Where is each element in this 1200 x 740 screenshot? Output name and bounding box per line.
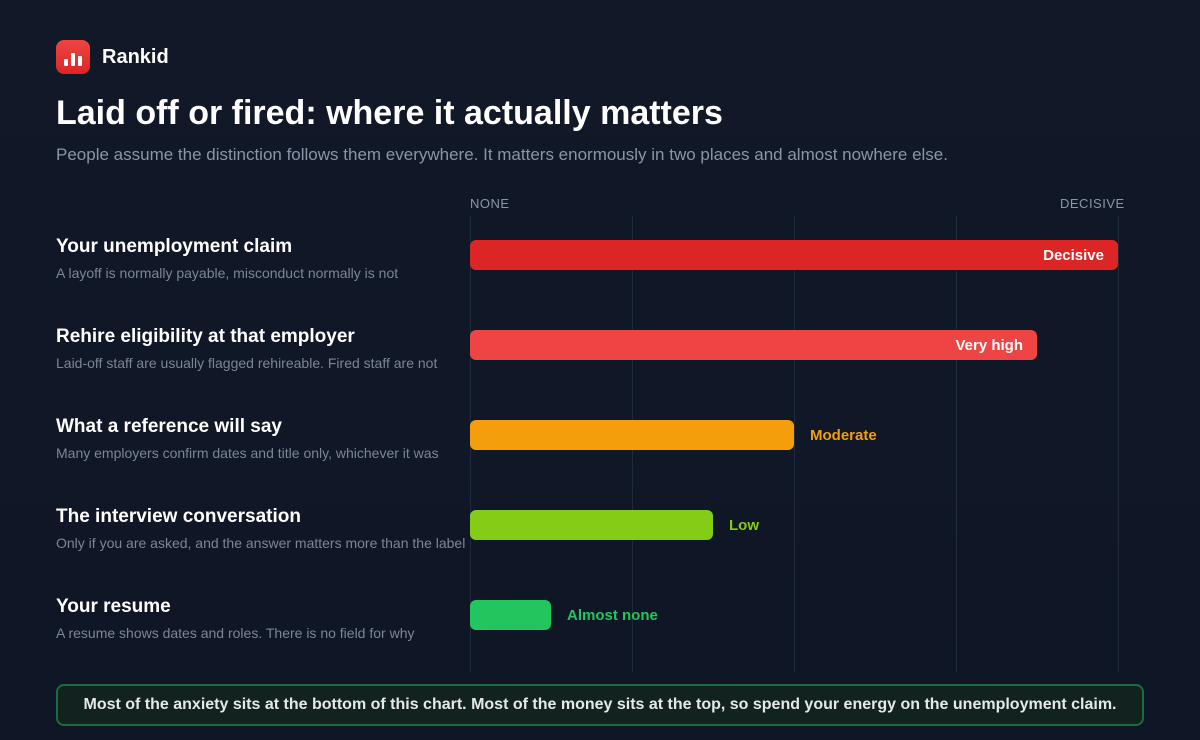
row-title: Your unemployment claim [56,236,293,257]
bar-value-label: Almost none [567,607,658,624]
row-title: Your resume [56,596,171,617]
row-title: The interview conversation [56,506,301,527]
row-title: What a reference will say [56,416,282,437]
axis-min-label: NONE [470,196,510,211]
gridline [956,216,957,672]
footer-callout: Most of the anxiety sits at the bottom o… [56,684,1144,726]
gridline [794,216,795,672]
bar [470,330,1037,360]
bar-value-label: Low [729,517,759,534]
axis-max-label: DECISIVE [1060,196,1125,211]
row-title: Rehire eligibility at that employer [56,326,355,347]
bar [470,420,794,450]
row-description: Many employers confirm dates and title o… [56,445,439,461]
brand-name: Rankid [102,45,169,68]
bar-chart-icon [56,40,90,74]
bar-value-label: Moderate [810,427,877,444]
row-description: A layoff is normally payable, misconduct… [56,265,399,281]
bar [470,240,1118,270]
bar-value-label: Very high [955,337,1023,354]
row-description: A resume shows dates and roles. There is… [56,625,415,641]
page-subtitle: People assume the distinction follows th… [56,145,948,164]
bar-value-label: Decisive [1043,247,1104,264]
page-title: Laid off or fired: where it actually mat… [56,94,723,132]
bar [470,510,713,540]
row-description: Only if you are asked, and the answer ma… [56,535,466,551]
brand: Rankid [56,40,169,74]
gridline [1118,216,1119,672]
row-description: Laid-off staff are usually flagged rehir… [56,355,438,371]
bar [470,600,551,630]
